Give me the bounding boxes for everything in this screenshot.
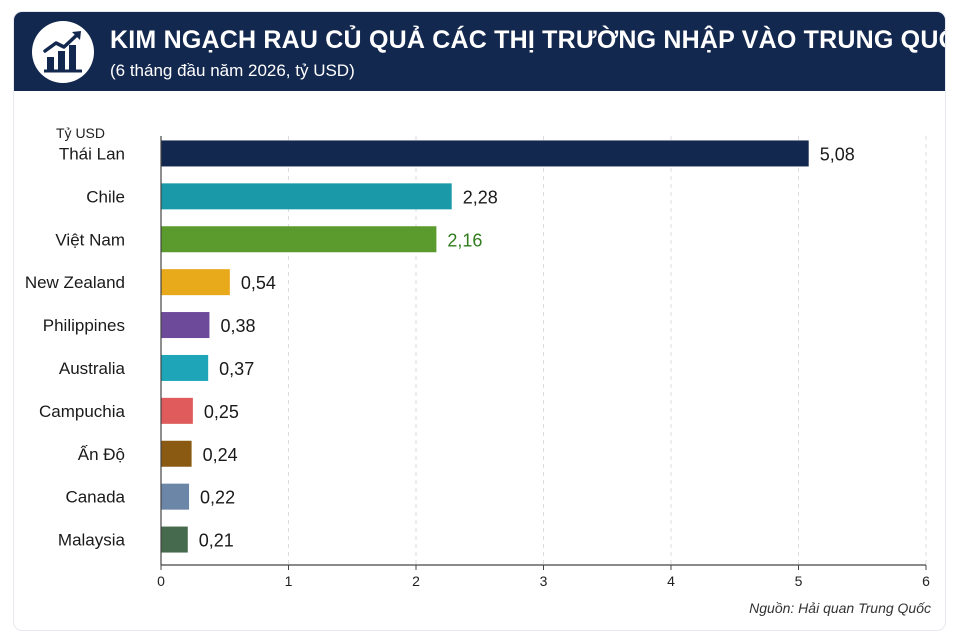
bar-chart-trend-icon-glyph: [43, 31, 82, 73]
bar-3: [161, 269, 230, 296]
category-label-8: Canada: [65, 488, 125, 507]
bar-9: [161, 526, 188, 553]
category-label-6: Campuchia: [39, 402, 126, 421]
category-label-2: Việt Nam: [55, 230, 125, 249]
value-label-4: 0,38: [220, 316, 255, 336]
value-label-7: 0,24: [203, 445, 238, 465]
x-tick-label-0: 0: [157, 573, 165, 589]
value-label-3: 0,54: [241, 273, 276, 293]
category-label-1: Chile: [86, 187, 125, 206]
value-label-5: 0,37: [219, 359, 254, 379]
category-label-9: Malaysia: [58, 531, 126, 550]
x-tick-label-5: 5: [795, 573, 803, 589]
bar-2: [161, 226, 437, 253]
bar-1: [161, 183, 452, 210]
bar-4: [161, 312, 210, 339]
chart-card: KIM NGẠCH RAU CỦ QUẢ CÁC THỊ TRƯỜNG NHẬP…: [14, 12, 945, 630]
chart-title: KIM NGẠCH RAU CỦ QUẢ CÁC THỊ TRƯỜNG NHẬP…: [110, 26, 945, 54]
category-label-0: Thái Lan: [59, 144, 125, 163]
bar-8: [161, 483, 190, 510]
value-label-6: 0,25: [204, 402, 239, 422]
x-tick-label-1: 1: [285, 573, 293, 589]
bar-6: [161, 397, 193, 424]
x-tick-label-4: 4: [667, 573, 675, 589]
chart-header: KIM NGẠCH RAU CỦ QUẢ CÁC THỊ TRƯỜNG NHẬP…: [14, 12, 945, 91]
unit-label: Tỷ USD: [56, 125, 105, 141]
bar-7: [161, 440, 192, 467]
value-label-8: 0,22: [200, 488, 235, 508]
source-note: Nguồn: Hải quan Trung Quốc: [749, 600, 931, 616]
value-label-9: 0,21: [199, 531, 234, 551]
category-label-7: Ấn Độ: [78, 445, 125, 464]
value-label-0: 5,08: [820, 144, 855, 164]
x-tick-label-2: 2: [412, 573, 420, 589]
chart-subtitle: (6 tháng đầu năm 2026, tỷ USD): [110, 61, 355, 80]
bar-chart-plot: Thái Lan 5,08 Chile 2,28 Việt Nam 2,16 New Zea…: [25, 136, 930, 589]
category-label-4: Philippines: [43, 316, 125, 335]
value-label-1: 2,28: [463, 187, 498, 207]
value-label-2: 2,16: [447, 230, 482, 250]
x-tick-label-3: 3: [540, 573, 548, 589]
bar-0: [161, 140, 809, 167]
bar-chart-trend-icon: [32, 21, 94, 83]
x-tick-label-6: 6: [922, 573, 930, 589]
category-label-5: Australia: [59, 359, 126, 378]
category-label-3: New Zealand: [25, 273, 125, 292]
bar-5: [161, 354, 209, 381]
